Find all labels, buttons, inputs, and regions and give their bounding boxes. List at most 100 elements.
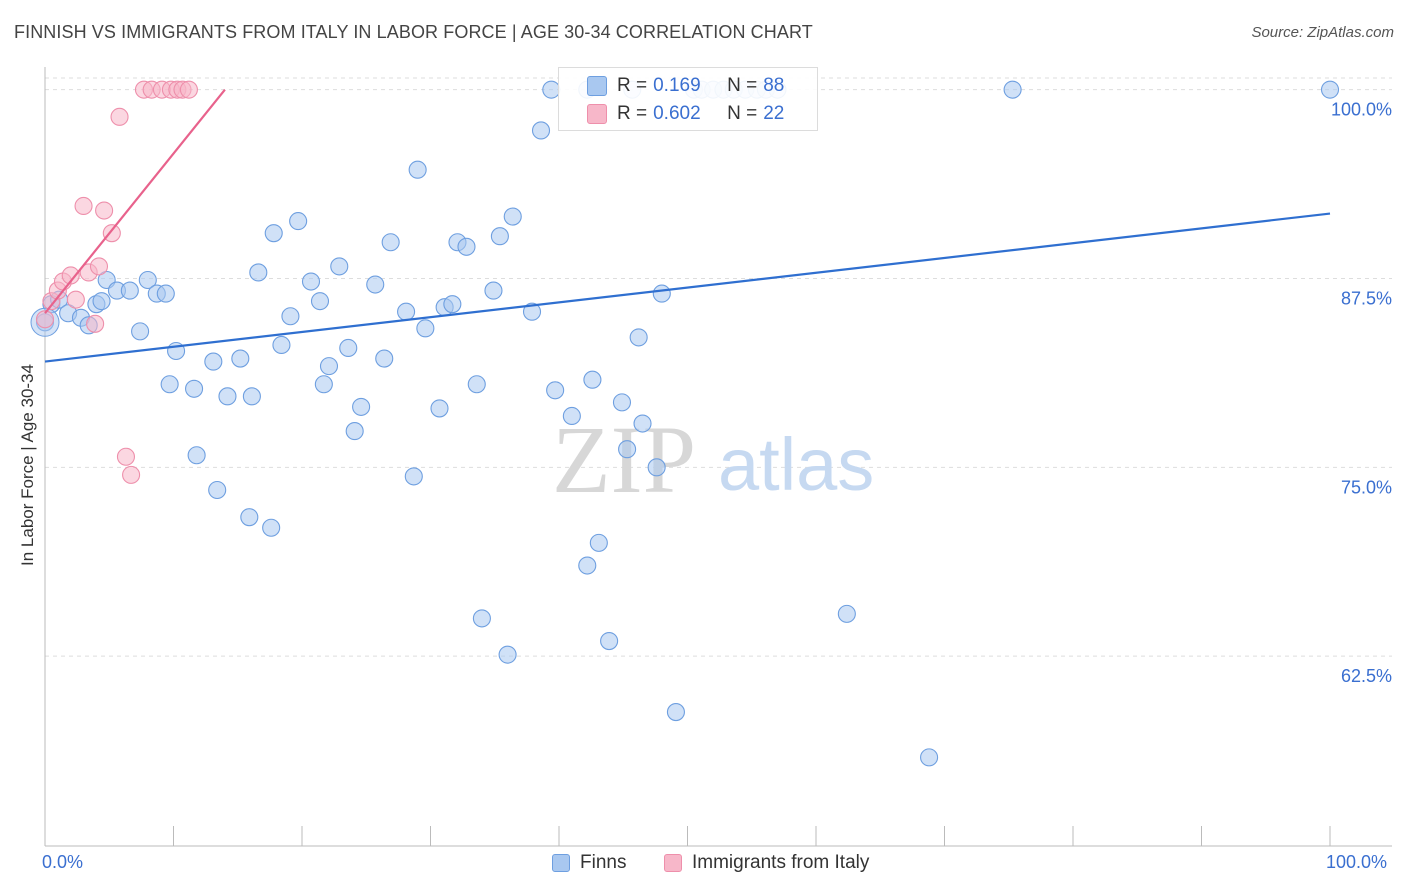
- italy-point: [74, 196, 93, 216]
- finns-point: [281, 307, 300, 326]
- finns-point: [647, 458, 666, 477]
- finns-point: [289, 212, 308, 231]
- finns-point: [185, 379, 204, 398]
- finns-swatch: [587, 76, 607, 96]
- finns-point: [1003, 80, 1022, 99]
- finns-point: [249, 263, 268, 282]
- finns-point: [546, 381, 565, 400]
- finns-point: [498, 645, 517, 664]
- italy-r-value: 0.602: [653, 103, 701, 124]
- source-credit: Source: ZipAtlas.com: [1251, 24, 1394, 41]
- finns-point: [472, 609, 491, 628]
- y-axis-label: In Labor Force | Age 30-34: [18, 364, 37, 566]
- stats-row-italy: R = 0.602 N = 22: [587, 101, 784, 127]
- finns-point: [618, 440, 637, 459]
- finns-point: [231, 349, 250, 368]
- finns-point: [138, 270, 157, 290]
- y-tick-labels: 62.5% 75.0% 87.5% 100.0%: [1331, 100, 1392, 687]
- italy-point: [35, 310, 55, 329]
- finns-point: [490, 227, 509, 246]
- legend-italy-label: Immigrants from Italy: [692, 852, 870, 873]
- legend-item-finns[interactable]: Finns: [552, 852, 626, 874]
- watermark: ZIP atlas: [552, 406, 874, 513]
- legend-italy-swatch: [664, 854, 682, 872]
- finns-point: [612, 393, 632, 412]
- finns-trend-line: [44, 212, 1331, 363]
- italy-point: [116, 447, 136, 466]
- finns-point: [522, 302, 542, 321]
- finns-point: [272, 335, 291, 355]
- watermark-atlas: atlas: [718, 423, 874, 506]
- finns-point: [408, 160, 427, 179]
- finns-point: [920, 748, 939, 767]
- finns-point: [187, 446, 206, 465]
- finns-point: [381, 233, 400, 252]
- italy-r-label: R =: [617, 103, 648, 124]
- italy-point: [61, 266, 80, 285]
- stats-legend-box: R = 0.169 N = 88 R = 0.602 N = 22: [558, 67, 818, 131]
- finns-point: [319, 357, 339, 376]
- finns-point: [120, 281, 139, 300]
- finns-point: [204, 352, 223, 371]
- finns-point: [366, 275, 385, 294]
- finns-point: [156, 284, 175, 303]
- axes: [44, 67, 1392, 847]
- italy-point: [95, 201, 114, 220]
- gridlines: [45, 77, 1392, 657]
- stats-row-finns: R = 0.169 N = 88: [587, 73, 784, 99]
- finns-point: [208, 480, 227, 500]
- finns-point: [301, 272, 321, 291]
- legend-finns-label: Finns: [580, 852, 627, 873]
- italy-point: [86, 314, 105, 333]
- finns-point: [397, 302, 416, 321]
- italy-swatch: [587, 104, 607, 124]
- finns-point: [583, 370, 602, 389]
- finns-point: [131, 322, 150, 341]
- y-tick-label: 87.5%: [1341, 288, 1392, 308]
- finns-point: [330, 257, 349, 276]
- finns-point: [352, 397, 371, 416]
- finns-n-label: N =: [727, 75, 758, 96]
- finns-point: [416, 319, 435, 338]
- finns-point: [467, 375, 486, 394]
- finns-point: [1320, 80, 1340, 99]
- legend-item-italy[interactable]: Immigrants from Italy: [664, 852, 869, 874]
- finns-point: [345, 422, 364, 441]
- finns-point: [92, 292, 111, 311]
- finns-n-value: 88: [763, 75, 785, 96]
- finns-point: [837, 604, 856, 623]
- finns-point: [262, 518, 281, 537]
- finns-point: [310, 292, 330, 311]
- finns-r-label: R =: [617, 75, 648, 96]
- finns-point: [160, 375, 179, 394]
- finns-point: [629, 328, 648, 347]
- chart-title: FINNISH VS IMMIGRANTS FROM ITALY IN LABO…: [14, 22, 813, 42]
- finns-point: [240, 508, 259, 527]
- x-tick-min: 0.0%: [42, 852, 84, 872]
- finns-point: [484, 281, 503, 300]
- finns-point: [242, 387, 261, 406]
- finns-point: [600, 632, 619, 651]
- y-tick-label: 100.0%: [1331, 100, 1392, 120]
- italy-point: [110, 107, 129, 126]
- finns-point: [218, 387, 237, 406]
- italy-n-label: N =: [727, 103, 758, 124]
- finns-point: [339, 338, 358, 358]
- finns-point: [503, 207, 522, 226]
- finns-point: [633, 414, 652, 433]
- finns-point: [457, 237, 476, 256]
- finns-point: [264, 224, 283, 243]
- finns-point: [430, 399, 449, 418]
- finns-point: [562, 406, 581, 426]
- y-tick-label: 75.0%: [1341, 477, 1392, 497]
- x-tick-max: 100.0%: [1326, 852, 1388, 872]
- finns-point: [314, 375, 333, 394]
- italy-point: [89, 257, 109, 276]
- trend-lines: [44, 88, 1331, 363]
- finns-point: [578, 556, 597, 575]
- legend-finns-swatch: [552, 854, 570, 872]
- finns-point: [666, 703, 685, 722]
- italy-n-value: 22: [763, 103, 785, 124]
- italy-point: [122, 465, 141, 484]
